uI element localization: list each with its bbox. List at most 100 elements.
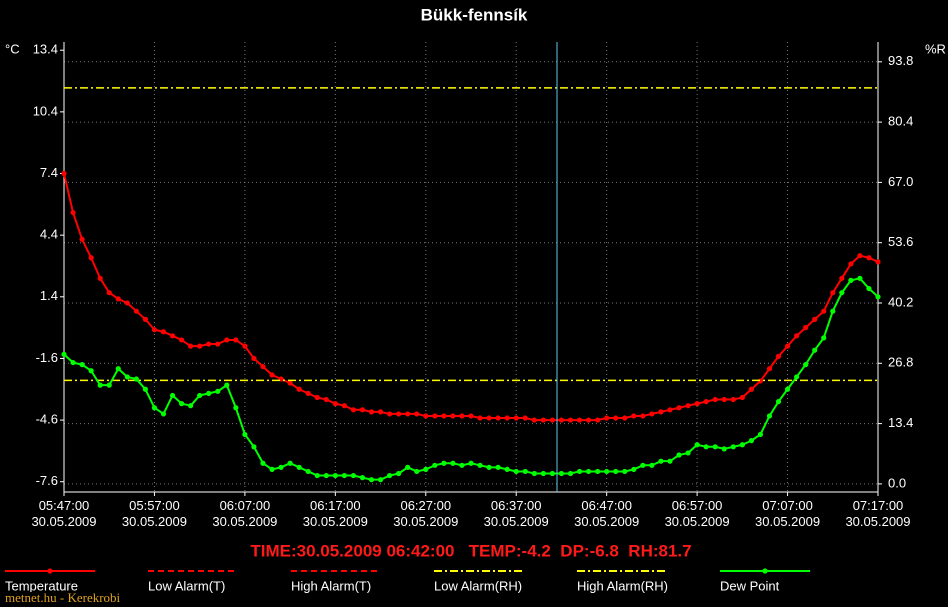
data-point	[576, 417, 583, 423]
data-point	[703, 444, 709, 450]
data-point	[359, 407, 366, 413]
y2-axis-label: %R	[925, 41, 946, 56]
data-point	[459, 413, 465, 419]
data-point	[794, 333, 800, 339]
data-point	[233, 337, 239, 343]
data-point	[468, 413, 474, 419]
data-point	[124, 374, 130, 380]
data-point	[305, 468, 311, 475]
data-point	[595, 468, 601, 475]
data-point	[830, 308, 836, 314]
data-point	[622, 415, 628, 421]
data-point	[296, 386, 302, 392]
x-tick-label: 06:17:00 30.05.2009	[303, 498, 368, 529]
x-tick-label: 05:57:00 30.05.2009	[122, 498, 187, 529]
data-point	[70, 359, 76, 366]
data-point	[649, 462, 655, 468]
data-point	[839, 290, 845, 296]
data-point	[775, 398, 782, 405]
data-point	[495, 415, 501, 421]
data-point	[522, 415, 528, 421]
data-point	[866, 285, 872, 292]
data-point	[169, 333, 176, 339]
data-point	[531, 470, 537, 477]
data-point	[567, 470, 574, 477]
data-point	[61, 351, 67, 357]
data-point	[549, 470, 556, 477]
watermark: metnet.hu - Kerekrobi	[5, 590, 121, 605]
x-tick-label: 06:37:00 30.05.2009	[484, 498, 549, 529]
data-point	[540, 470, 546, 477]
data-point	[88, 255, 94, 261]
data-point	[604, 415, 610, 421]
data-point	[432, 462, 438, 468]
y-tick-label: -4.6	[36, 412, 58, 427]
data-point	[504, 415, 510, 421]
data-point	[558, 417, 565, 423]
data-point	[631, 466, 637, 472]
data-point	[549, 417, 556, 423]
y2-tick-label: 40.2	[888, 294, 913, 309]
data-point	[242, 343, 248, 349]
legend-label: High Alarm(RH)	[577, 578, 668, 593]
data-point	[830, 290, 836, 296]
x-tick-label: 06:07:00 30.05.2009	[212, 498, 277, 529]
data-point	[775, 353, 782, 359]
data-point	[188, 403, 194, 409]
y-tick-label: -7.6	[36, 473, 58, 488]
data-point	[414, 411, 420, 417]
y-axis-label: °C	[5, 41, 20, 56]
data-point	[206, 390, 212, 396]
legend-marker	[762, 568, 768, 574]
y2-tick-label: 93.8	[888, 53, 913, 68]
data-point	[79, 236, 85, 242]
data-point	[784, 343, 791, 349]
data-point	[794, 374, 800, 380]
data-point	[405, 464, 411, 470]
data-point	[866, 255, 872, 261]
data-point	[613, 468, 619, 475]
y2-tick-label: 26.8	[888, 355, 913, 370]
y-tick-label: 10.4	[33, 103, 58, 118]
data-point	[812, 316, 818, 322]
data-point	[640, 462, 646, 468]
data-point	[368, 409, 375, 415]
data-point	[857, 275, 863, 281]
data-point	[766, 366, 773, 372]
data-point	[468, 460, 474, 466]
data-point	[857, 253, 863, 259]
data-point	[721, 396, 727, 403]
x-tick-label: 06:57:00 30.05.2009	[665, 498, 730, 529]
data-point	[332, 472, 338, 479]
data-point	[622, 468, 628, 475]
data-point	[287, 380, 293, 386]
data-point	[685, 450, 691, 456]
data-point	[803, 362, 809, 368]
data-point	[178, 337, 185, 343]
data-point	[477, 462, 483, 468]
y-tick-label: 7.4	[40, 165, 58, 180]
data-point	[396, 411, 402, 417]
data-point	[658, 409, 664, 415]
data-point	[169, 392, 176, 399]
data-point	[649, 411, 655, 417]
data-point	[350, 472, 357, 479]
x-tick-label: 06:47:00 30.05.2009	[574, 498, 639, 529]
data-point	[576, 468, 583, 475]
data-point	[414, 468, 420, 475]
y2-tick-label: 0.0	[888, 475, 906, 490]
data-point	[70, 209, 76, 216]
data-point	[513, 468, 519, 475]
data-point	[296, 464, 302, 470]
data-point	[61, 170, 67, 177]
data-point	[260, 364, 266, 370]
legend-label: Dew Point	[720, 578, 780, 593]
data-point	[323, 472, 329, 479]
data-point	[142, 386, 148, 392]
data-point	[359, 475, 366, 481]
data-point	[405, 411, 411, 417]
data-point	[531, 417, 537, 423]
data-point	[251, 355, 257, 362]
data-point	[450, 413, 456, 419]
